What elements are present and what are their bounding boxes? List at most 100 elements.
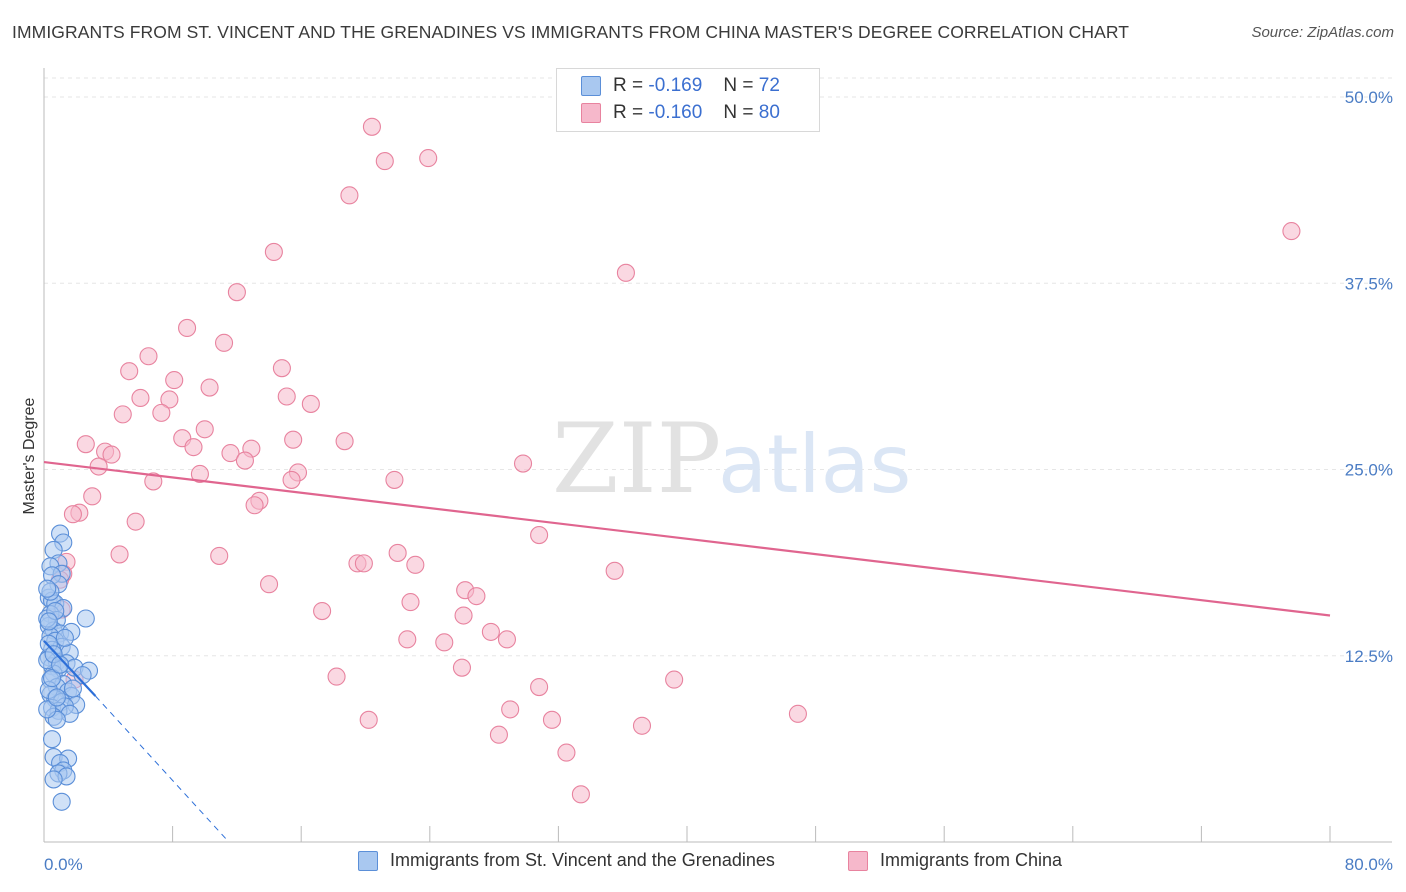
blue-swatch [358, 850, 378, 871]
china-point [200, 378, 219, 397]
st-vincent-point [55, 628, 74, 647]
china-point [235, 451, 254, 470]
china-point [359, 710, 378, 729]
st-vincent-point [76, 609, 95, 628]
china-point [245, 496, 264, 515]
legend-n-label: N = [723, 75, 754, 96]
bottom-legend-label: Immigrants from St. Vincent and the Gren… [390, 850, 775, 870]
y-axis-label: Master's Degree [21, 397, 38, 514]
gridlines [44, 77, 1392, 657]
china-point [210, 546, 229, 565]
china-trend-line [43, 460, 1331, 617]
china-point [362, 117, 381, 136]
china-points [51, 117, 1301, 804]
legend-r-value: -0.169 [648, 75, 703, 96]
correlation-legend: R = -0.169 N = 72 R = -0.160 N = 80 [556, 68, 820, 132]
china-point [63, 505, 82, 524]
china-point [375, 152, 394, 171]
china-point [435, 633, 454, 652]
st-vincent-point [52, 792, 71, 811]
china-point [272, 359, 291, 378]
china-point [327, 667, 346, 686]
china-point [131, 388, 150, 408]
china-point [110, 545, 129, 564]
china-point [501, 700, 520, 719]
china-point [113, 405, 132, 424]
china-point [616, 263, 635, 282]
legend-n-value: 72 [758, 75, 780, 96]
china-point [497, 630, 517, 649]
bottom-legend-label: Immigrants from China [880, 850, 1063, 870]
china-point [513, 454, 533, 473]
china-point [313, 601, 332, 621]
china-point [530, 677, 549, 697]
china-point [184, 438, 203, 457]
china-point [227, 283, 246, 302]
y-tick-label: 25.0% [1345, 461, 1393, 480]
x-tick-label: 80.0% [1345, 855, 1393, 874]
pink-swatch [848, 850, 868, 871]
china-point [571, 785, 590, 804]
china-point [221, 444, 240, 463]
china-point [190, 464, 209, 484]
st-vincent-points [38, 524, 99, 811]
st-vincent-point [47, 688, 66, 707]
china-point [467, 587, 486, 606]
china-point [530, 526, 549, 545]
pink-swatch [581, 103, 601, 123]
china-point [89, 457, 108, 476]
china-point [665, 670, 684, 689]
legend-n-label: N = [723, 102, 754, 123]
china-point [398, 630, 417, 649]
china-point [102, 445, 121, 464]
china-point [144, 472, 163, 491]
china-point [277, 387, 296, 406]
china-point [301, 394, 320, 413]
china-point [335, 432, 354, 451]
legend-r-label: R = [613, 102, 644, 123]
china-point [152, 403, 171, 422]
china-point [481, 622, 500, 641]
st-vincent-point [38, 700, 57, 719]
chart-title: IMMIGRANTS FROM ST. VINCENT AND THE GREN… [12, 22, 1130, 42]
china-point [165, 371, 184, 390]
legend-n-value: 80 [758, 102, 780, 123]
china-point [214, 333, 234, 352]
china-point [788, 704, 807, 723]
china-point [126, 512, 145, 531]
bottom-legend-st-vincent: Immigrants from St. Vincent and the Gren… [358, 850, 775, 871]
st-vincent-point [44, 770, 63, 789]
legend-r-value: -0.160 [648, 102, 703, 123]
china-point [406, 555, 425, 574]
china-point [178, 318, 197, 338]
china-point [401, 593, 420, 612]
china-point [557, 743, 576, 762]
st-vincent-trend-extension [95, 695, 230, 843]
china-point [195, 420, 214, 439]
x-tick-label: 0.0% [44, 855, 83, 874]
china-point [259, 575, 279, 594]
china-point [264, 242, 283, 262]
china-point [632, 716, 652, 735]
china-point [489, 725, 508, 744]
china-point [1282, 222, 1301, 241]
china-point [454, 606, 473, 625]
china-point [160, 390, 179, 409]
source-credit: Source: ZipAtlas.com [1251, 24, 1394, 41]
china-point [419, 149, 438, 168]
legend-r-label: R = [613, 75, 644, 96]
st-vincent-trend-line [43, 640, 97, 697]
blue-swatch [581, 76, 601, 96]
watermark-zip: ZIP [552, 403, 721, 515]
china-point [354, 554, 373, 573]
china-point [284, 430, 303, 449]
china-point [340, 186, 359, 205]
china-point [385, 470, 404, 489]
st-vincent-point [42, 669, 62, 688]
st-vincent-point [63, 679, 82, 698]
china-point [542, 710, 562, 729]
legend-row-china: R = -0.160 N = 80 [581, 101, 780, 125]
y-tick-label: 50.0% [1345, 88, 1393, 107]
y-tick-label: 12.5% [1345, 647, 1393, 666]
